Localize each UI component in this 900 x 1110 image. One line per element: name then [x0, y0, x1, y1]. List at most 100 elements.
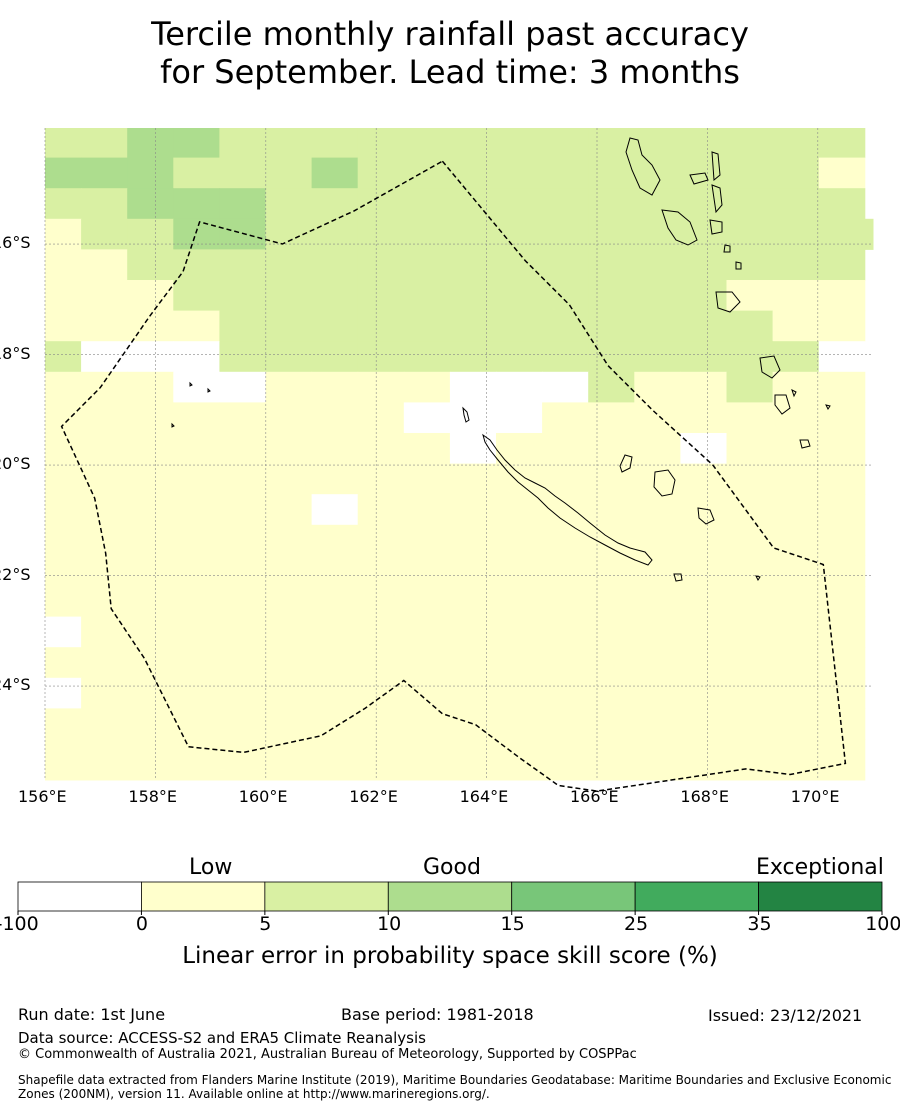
small-islet-1 — [723, 244, 731, 253]
grid-cell — [173, 769, 220, 781]
shapefile-credit: Shapefile data extracted from Flanders M… — [18, 1073, 892, 1101]
grid-cell — [403, 616, 451, 648]
grid-cell — [496, 157, 543, 189]
grid-cell — [818, 708, 866, 740]
grid-cell — [588, 280, 635, 312]
lat-tick-label: 16°S — [0, 233, 31, 253]
grid-cell — [311, 769, 359, 781]
grid-cell — [818, 555, 866, 587]
grid-cell — [265, 371, 313, 403]
grid-cell — [265, 188, 313, 220]
chart-title-line1: Tercile monthly rainfall past accuracy — [151, 15, 749, 53]
grid-cell — [81, 555, 128, 587]
grid-cell — [449, 555, 497, 587]
grid-cell — [449, 280, 497, 312]
grid-cell — [818, 616, 866, 648]
grid-cell — [357, 647, 405, 679]
grid-cell — [818, 524, 866, 556]
grid-cell — [588, 524, 635, 556]
grid-cell — [818, 494, 866, 526]
grid-cell — [449, 371, 497, 403]
grid-cell — [219, 188, 266, 220]
grid-cell — [542, 616, 589, 648]
grid-cell — [588, 218, 635, 250]
grid-cell — [219, 128, 266, 159]
grid-cell — [45, 157, 82, 189]
grid-cell — [449, 341, 497, 373]
grid-cell — [726, 157, 774, 189]
small-islet-6 — [189, 381, 193, 387]
grid-cell — [726, 433, 774, 465]
loyalty-mare-coastline — [697, 507, 715, 525]
grid-cell — [81, 128, 128, 159]
grid-cell — [265, 157, 313, 189]
grid-cell — [357, 310, 405, 342]
grid-cell — [265, 402, 313, 434]
grid-cell — [45, 708, 82, 740]
grid-cell — [265, 769, 313, 781]
grid-cell — [127, 677, 174, 709]
grid-cell — [265, 463, 313, 495]
grid-cell — [542, 739, 589, 771]
grid-cell — [45, 647, 82, 679]
grid-cell — [81, 341, 128, 373]
grid-cell — [219, 708, 266, 740]
colorbar-label: Linear error in probability space skill … — [182, 943, 718, 969]
grid-cell — [173, 586, 220, 618]
grid-cell — [634, 677, 681, 709]
grid-cell — [357, 586, 405, 618]
grid-cell — [173, 616, 220, 648]
grid-cell — [496, 555, 543, 587]
colorbar-swatch — [511, 881, 636, 912]
grid-cell — [173, 555, 220, 587]
grid-cell — [588, 586, 635, 618]
grid-cell — [496, 463, 543, 495]
grid-cell — [772, 647, 820, 679]
grid-cell — [357, 128, 405, 159]
grid-cell — [219, 555, 266, 587]
grid-cell — [588, 128, 635, 159]
grid-cell — [173, 280, 220, 312]
grid-cell — [818, 739, 866, 771]
grid-cell — [449, 494, 497, 526]
grid-cell — [127, 371, 174, 403]
grid-cell — [680, 280, 727, 312]
category-low: Low — [189, 855, 233, 880]
grid-cell — [818, 433, 866, 465]
grid-cell — [265, 494, 313, 526]
grid-cell — [127, 280, 174, 312]
grid-cell — [588, 677, 635, 709]
grid-cell — [219, 494, 266, 526]
grid-cell — [449, 249, 497, 281]
grid-cell — [726, 677, 774, 709]
grid-cell — [173, 128, 220, 159]
grid-cell — [542, 463, 589, 495]
grid-cell — [265, 218, 313, 250]
isle-of-pines-coastline — [673, 573, 683, 582]
grid-cell — [818, 310, 866, 342]
grid-cell — [219, 677, 266, 709]
grid-cell — [449, 524, 497, 556]
grid-cell — [496, 341, 543, 373]
grid-cell — [496, 128, 543, 159]
grid-cell — [311, 341, 359, 373]
grid-cell — [726, 494, 774, 526]
grid-cell — [127, 524, 174, 556]
belep-islands-coastline — [462, 406, 470, 423]
grid-cell — [127, 708, 174, 740]
grid-cell — [403, 433, 451, 465]
copyright: © Commonwealth of Australia 2021, Austra… — [18, 1047, 637, 1062]
grid-cell — [127, 402, 174, 434]
grid-cell — [542, 647, 589, 679]
grid-cell — [588, 310, 635, 342]
grid-cell — [45, 524, 82, 556]
grid-cell — [634, 188, 681, 220]
grid-cell — [726, 128, 774, 159]
grid-cell — [357, 463, 405, 495]
grid-cell — [357, 708, 405, 740]
lat-tick-label: 18°S — [0, 343, 31, 363]
grid-cell — [311, 218, 359, 250]
grid-cell — [496, 739, 543, 771]
grid-cell — [588, 647, 635, 679]
